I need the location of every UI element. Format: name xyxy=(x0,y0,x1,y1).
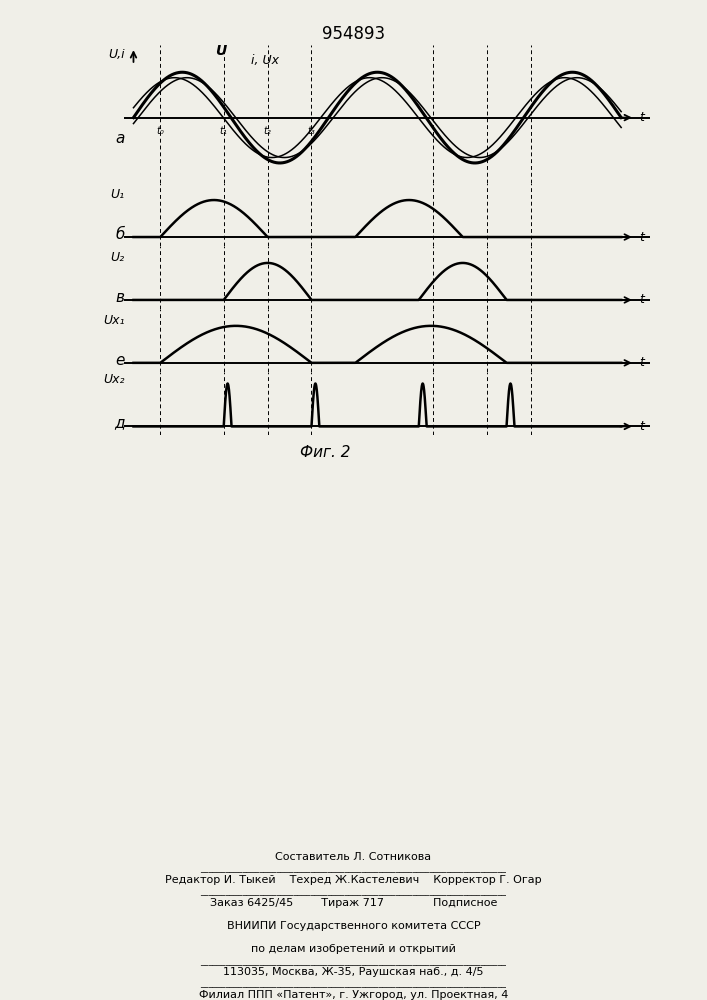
Text: Филиал ППП «Патент», г. Ужгород, ул. Проектная, 4: Филиал ППП «Патент», г. Ужгород, ул. Про… xyxy=(199,990,508,1000)
Text: i, Ux: i, Ux xyxy=(250,54,279,67)
Text: д: д xyxy=(115,416,124,431)
Text: ВНИИПИ Государственного комитета СССР: ВНИИПИ Государственного комитета СССР xyxy=(227,921,480,931)
Text: U₁: U₁ xyxy=(110,188,124,201)
Text: ────────────────────────────────────────────────────────────────────────: ────────────────────────────────────────… xyxy=(201,963,506,969)
Text: U: U xyxy=(216,44,227,58)
Text: ────────────────────────────────────────────────────────────────────────: ────────────────────────────────────────… xyxy=(201,870,506,876)
Text: по делам изобретений и открытий: по делам изобретений и открытий xyxy=(251,944,456,954)
Text: Uх₂: Uх₂ xyxy=(103,373,124,386)
Text: t₁: t₁ xyxy=(220,126,228,136)
Text: 954893: 954893 xyxy=(322,25,385,43)
Text: U₂: U₂ xyxy=(110,251,124,264)
Text: t₂: t₂ xyxy=(264,126,271,136)
Text: Составитель Л. Сотникова: Составитель Л. Сотникова xyxy=(276,852,431,862)
Text: ────────────────────────────────────────────────────────────────────────: ────────────────────────────────────────… xyxy=(201,985,506,991)
Text: U,і: U,і xyxy=(108,48,124,61)
Text: t: t xyxy=(638,111,643,124)
Text: t: t xyxy=(638,356,643,369)
Text: Редактор И. Тыкей    Техред Ж.Кастелевич    Корректор Г. Огар: Редактор И. Тыкей Техред Ж.Кастелевич Ко… xyxy=(165,875,542,885)
Text: Uх₁: Uх₁ xyxy=(103,314,124,327)
Text: в: в xyxy=(116,290,124,305)
Text: Заказ 6425/45        Тираж 717              Подписное: Заказ 6425/45 Тираж 717 Подписное xyxy=(210,898,497,908)
Text: а: а xyxy=(115,131,124,146)
Text: t₃: t₃ xyxy=(308,126,315,136)
Text: t₀: t₀ xyxy=(156,126,164,136)
Text: ────────────────────────────────────────────────────────────────────────: ────────────────────────────────────────… xyxy=(201,893,506,899)
Text: t: t xyxy=(638,420,643,433)
Text: Фиг. 2: Фиг. 2 xyxy=(300,445,351,460)
Text: е: е xyxy=(115,353,124,368)
Text: t: t xyxy=(638,231,643,244)
Text: б: б xyxy=(115,227,124,242)
Text: t: t xyxy=(638,293,643,306)
Text: 113035, Москва, Ж-35, Раушская наб., д. 4/5: 113035, Москва, Ж-35, Раушская наб., д. … xyxy=(223,967,484,977)
